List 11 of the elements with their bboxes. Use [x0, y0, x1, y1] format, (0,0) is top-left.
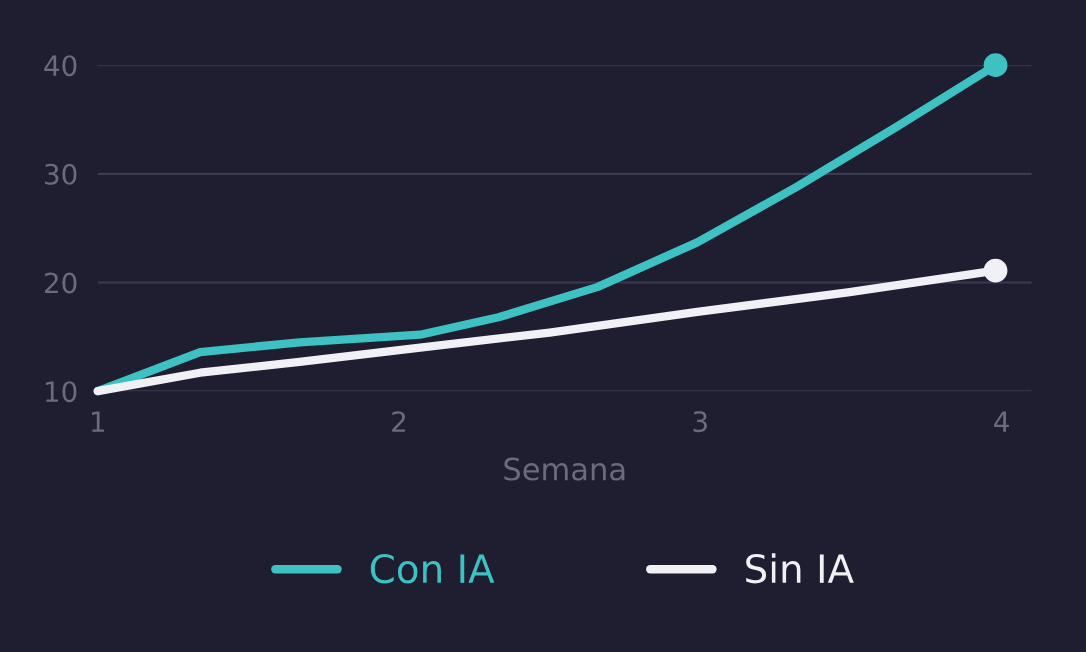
y-tick-label: 30: [45, 163, 77, 185]
y-tick-label: 40: [44, 55, 77, 77]
y-tick-label: 20: [44, 272, 77, 294]
y-tick-label: 10: [46, 381, 77, 403]
x-axis-title: Semana: [504, 457, 625, 481]
x-tick-label: 4: [994, 411, 1009, 432]
legend-label: Con IA: [370, 553, 495, 584]
x-tick-label: 3: [693, 411, 707, 433]
legend-label: Sin IA: [746, 553, 854, 584]
x-tick-label: 2: [392, 411, 406, 432]
x-tick-label: 1: [91, 411, 105, 432]
